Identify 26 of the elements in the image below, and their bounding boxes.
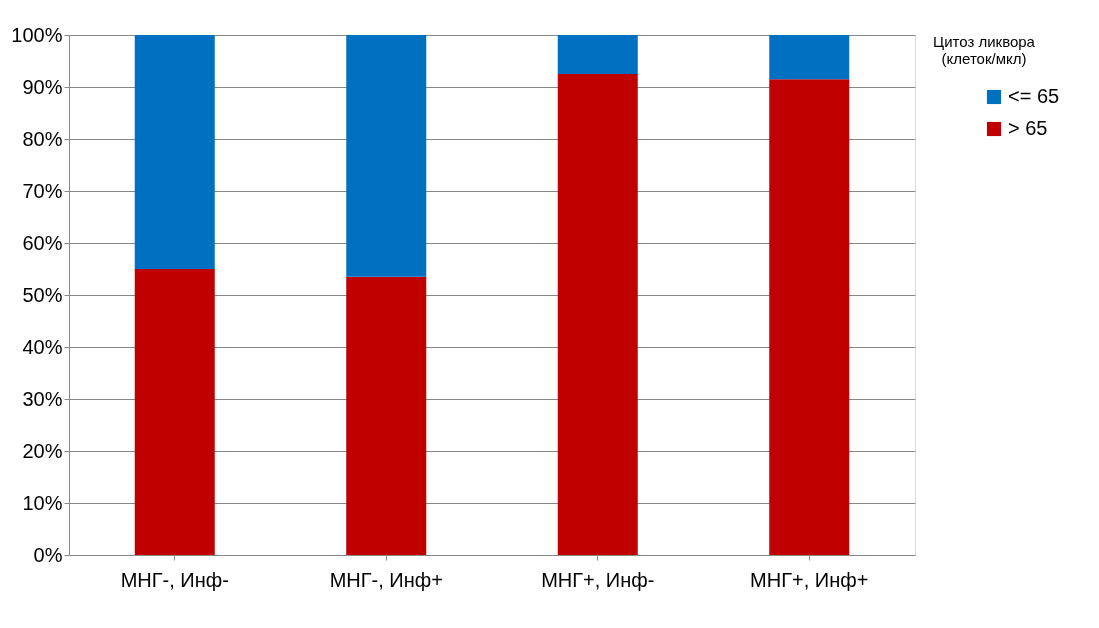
x-tick-label: МНГ-, Инф- (120, 568, 229, 591)
y-tick-label: 80% (22, 127, 63, 150)
bar (346, 276, 427, 555)
y-tick-label: 20% (22, 439, 63, 462)
y-tick-label: 50% (22, 283, 63, 306)
legend-label: <= 65 (1008, 85, 1060, 107)
legend-label: > 65 (1008, 117, 1048, 139)
x-tick-label: МНГ+, Инф- (541, 568, 655, 591)
legend-title: Цитоз ликвора (клеток/мкл) (933, 33, 1036, 67)
y-tick-label: 70% (22, 179, 63, 202)
y-tick-label: 60% (22, 231, 63, 254)
bar (557, 74, 638, 555)
y-tick-label: 0% (33, 543, 63, 566)
bar (769, 79, 850, 555)
y-tick-label: 10% (22, 491, 63, 514)
bar (769, 35, 850, 80)
bar (346, 35, 427, 277)
y-tick-label: 30% (22, 387, 63, 410)
x-tick-label: МНГ-, Инф+ (329, 568, 443, 591)
y-tick-label: 100% (11, 23, 63, 46)
bar (134, 269, 215, 555)
bar (557, 35, 638, 74)
y-tick-label: 40% (22, 335, 63, 358)
bar (134, 35, 215, 269)
x-tick-label: МНГ+, Инф+ (750, 568, 869, 591)
y-tick-label: 90% (22, 75, 63, 98)
